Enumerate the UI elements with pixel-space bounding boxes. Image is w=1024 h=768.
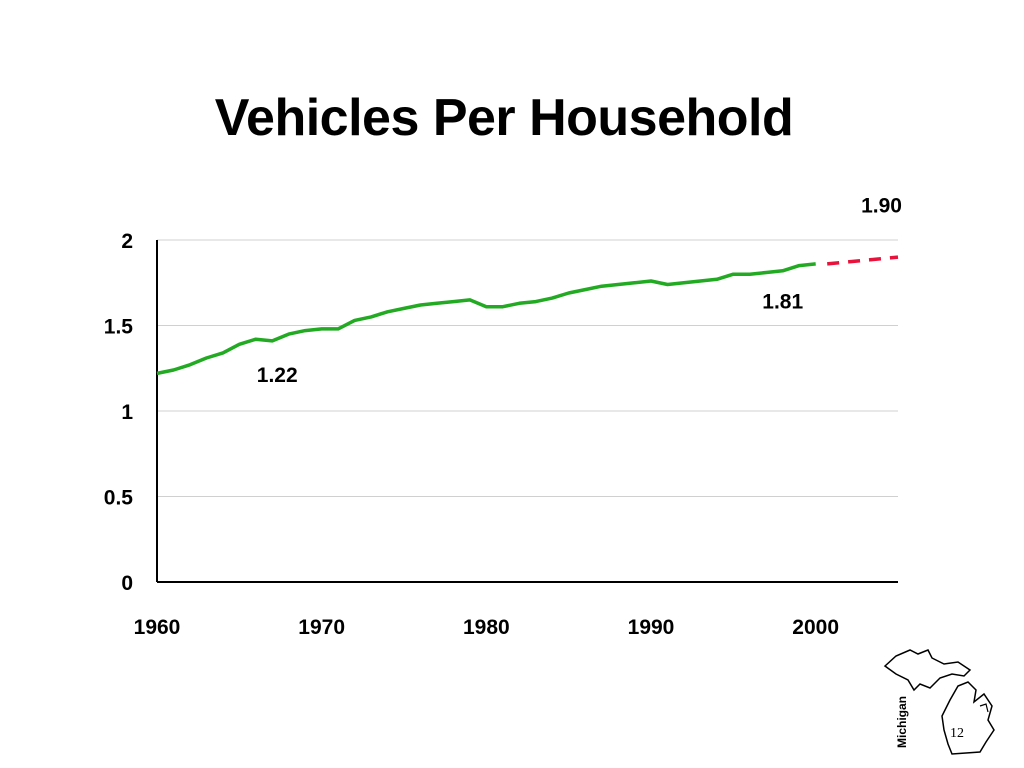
michigan-outline-icon — [883, 649, 995, 755]
y-tick-label: 0.5 — [104, 487, 134, 510]
logo-text: Michigan — [895, 695, 909, 748]
data-label: 1.90 — [861, 195, 902, 218]
y-tick-label: 2 — [121, 230, 133, 253]
slide-title: Vehicles Per Household — [214, 89, 794, 147]
axes — [156, 240, 898, 583]
x-tick-label: 1990 — [628, 616, 675, 639]
x-tick-label: 1960 — [134, 616, 181, 639]
y-tick-label: 1 — [121, 401, 133, 424]
data-label: 1.22 — [257, 364, 298, 387]
projection-line — [827, 255, 899, 266]
x-tick-label: 1970 — [298, 616, 345, 639]
data-labels: 1.22 1.81 1.90 — [257, 195, 902, 387]
slide-number: 12 — [950, 726, 964, 741]
michigan-map-logo — [880, 644, 1010, 756]
tick-labels: 0 0.5 1 1.5 2 1960 1970 1980 1990 2000 — [104, 230, 839, 639]
vehicles-per-household-line — [156, 262, 816, 376]
series-lines — [156, 255, 899, 376]
x-tick-label: 2000 — [792, 616, 839, 639]
y-tick-label: 0 — [121, 572, 133, 595]
gridlines — [157, 239, 898, 497]
data-label: 1.81 — [762, 290, 803, 313]
y-tick-label: 1.5 — [104, 316, 134, 339]
x-tick-label: 1980 — [463, 616, 510, 639]
